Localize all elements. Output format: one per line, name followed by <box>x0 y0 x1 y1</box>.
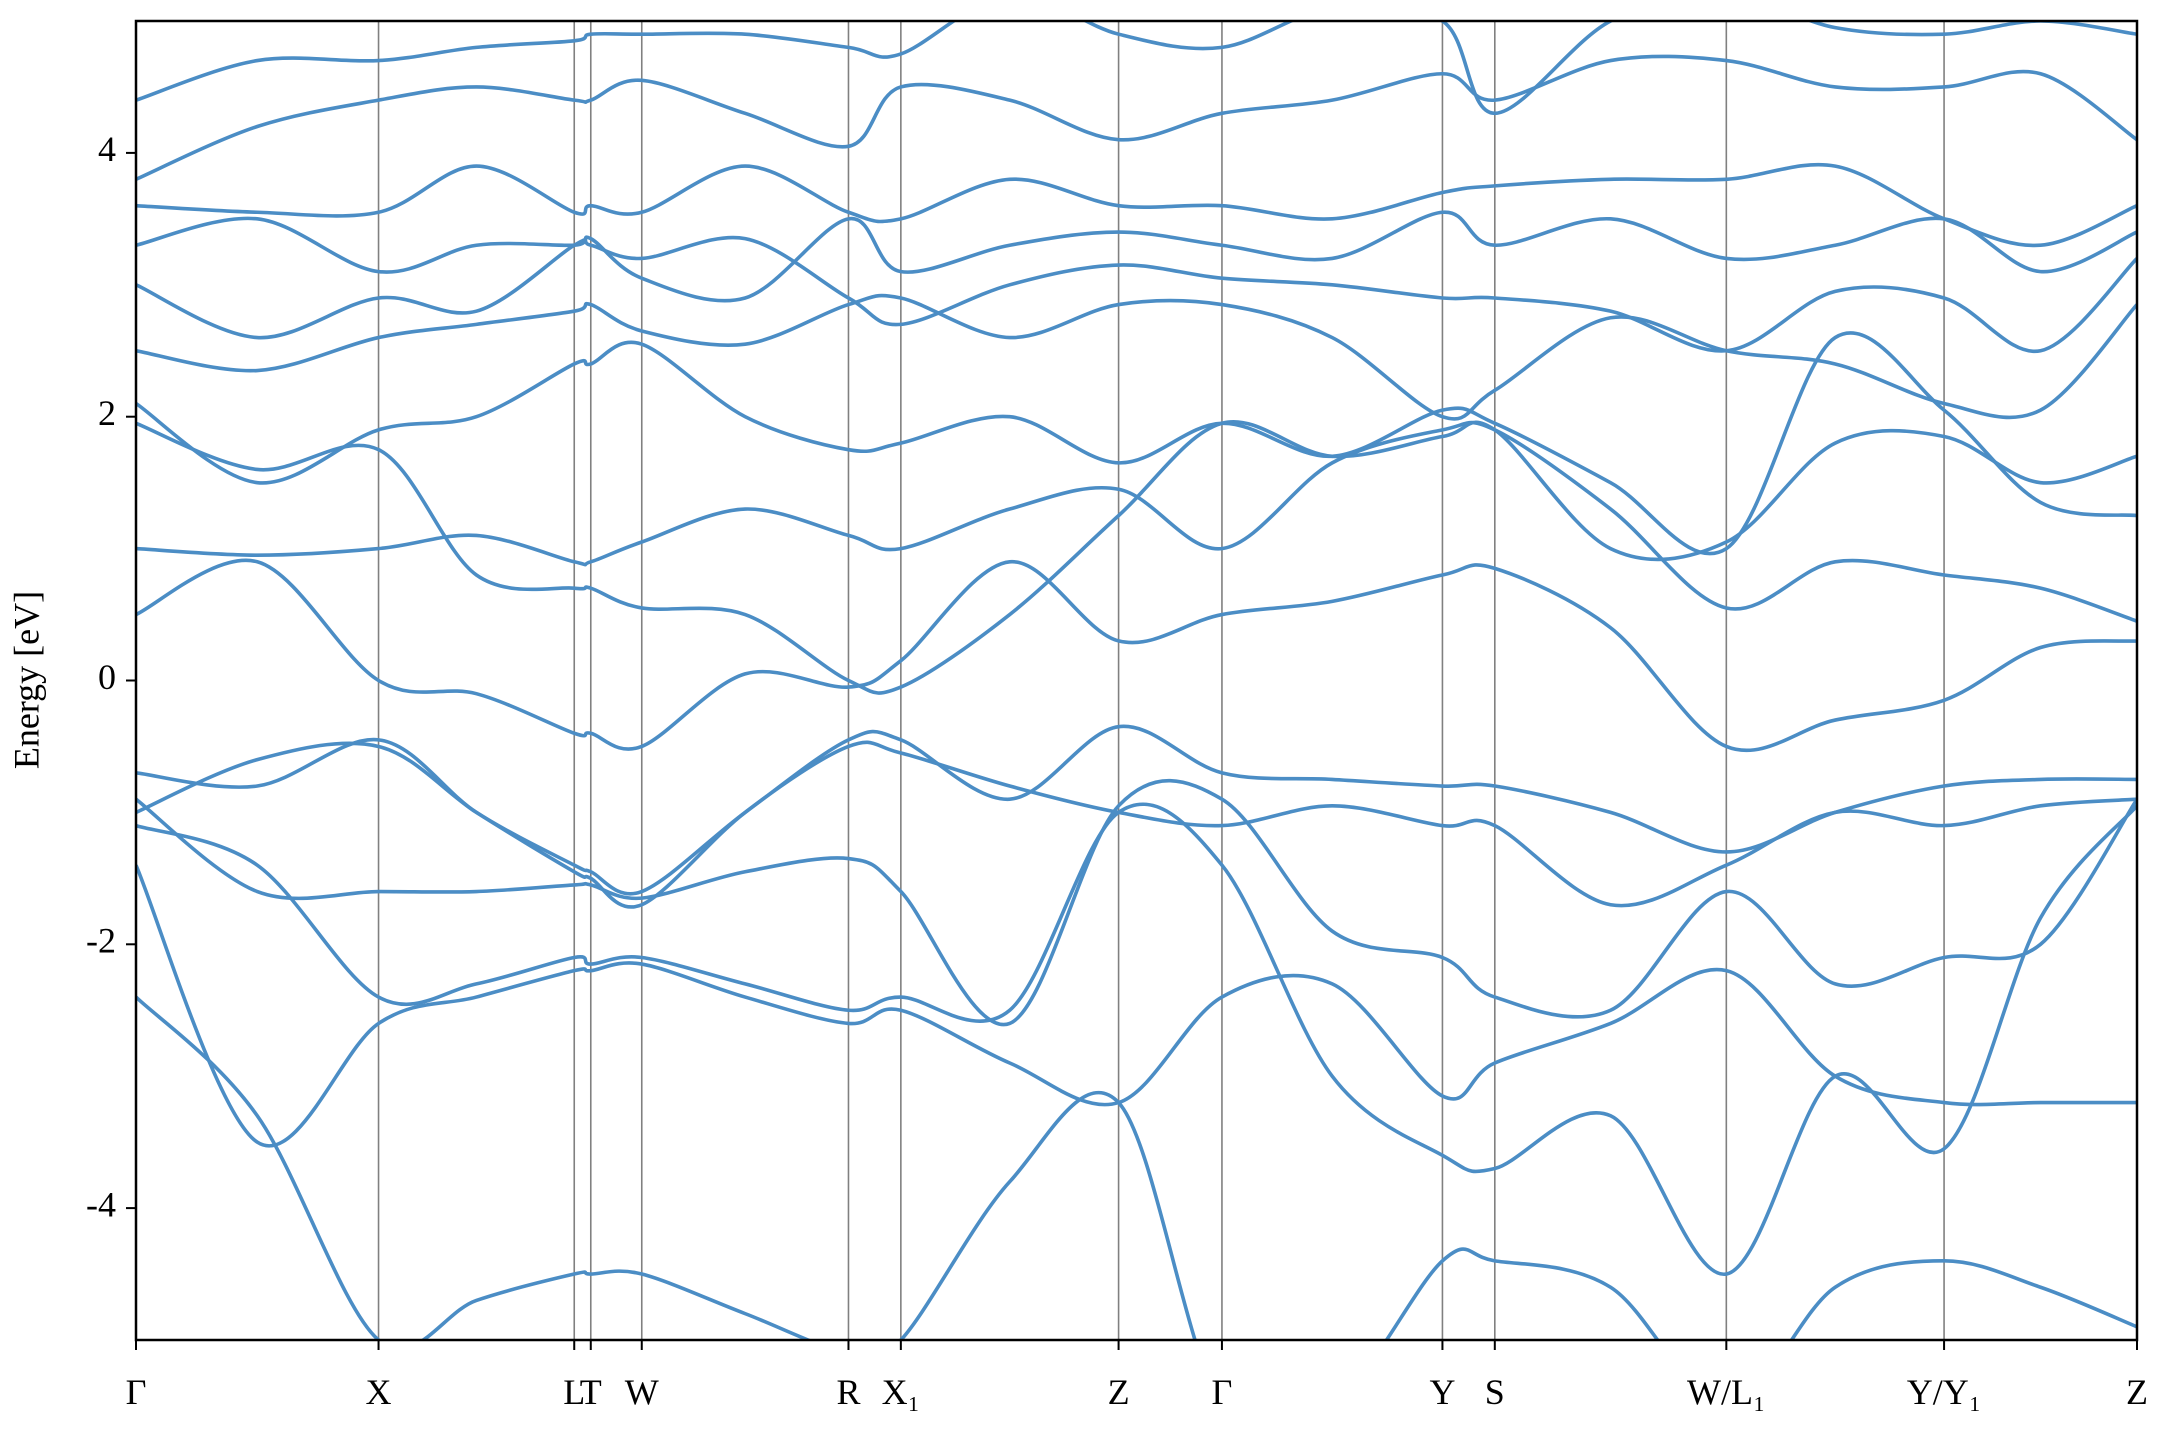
band-line <box>136 54 2137 181</box>
x-tick-label: S <box>1485 1372 1505 1412</box>
x-tick-label: W <box>625 1372 659 1412</box>
band-line <box>136 864 2137 1148</box>
x-tick-label: Γ <box>1212 1372 1233 1412</box>
x-tick-label: W/L₁ <box>1687 1372 1766 1412</box>
band-line <box>136 558 2137 753</box>
x-tick-label: X <box>366 1372 392 1412</box>
x-tick-label: Y/Y₁ <box>1907 1372 1982 1412</box>
band-line <box>136 21 2137 116</box>
band-line <box>136 778 2137 1027</box>
y-tick-label: 4 <box>98 129 116 169</box>
x-tick-label: R <box>836 1372 860 1412</box>
grid <box>135 21 2138 1340</box>
band-line <box>136 162 2137 248</box>
x-tick-label: T <box>580 1372 602 1412</box>
band-line <box>136 420 2137 623</box>
y-tick-label: -4 <box>86 1184 116 1224</box>
y-tick-label: -2 <box>86 921 116 961</box>
x-tick-label: Γ <box>126 1372 147 1412</box>
x-tick-label: Y <box>1429 1372 1455 1412</box>
band-line <box>136 740 2137 909</box>
x-tick-label: L <box>563 1372 585 1412</box>
band-line <box>136 293 2137 421</box>
band-line <box>136 235 2137 354</box>
y-axis-label: Energy [eV] <box>6 591 46 769</box>
band-line <box>136 802 2137 1276</box>
band-line <box>136 995 2137 1340</box>
x-tick-label: Z <box>1108 1372 1130 1412</box>
y-tick-label: 2 <box>98 393 116 433</box>
band-line <box>136 210 2137 303</box>
x-tick-label: X₁ <box>882 1372 921 1412</box>
band-line <box>136 331 2137 556</box>
x-tick-label: Z <box>2126 1372 2148 1412</box>
plot-frame <box>134 19 2139 1342</box>
bands <box>136 21 2137 1340</box>
band-line <box>136 724 2137 896</box>
y-tick-label: 0 <box>98 657 116 697</box>
ticks: Γ X LT W R X₁ Z Γ Y S W/L₁ Y/Y₁ Z -4 -2 0 2 4 <box>86 129 2148 1412</box>
band-line <box>136 420 2137 695</box>
